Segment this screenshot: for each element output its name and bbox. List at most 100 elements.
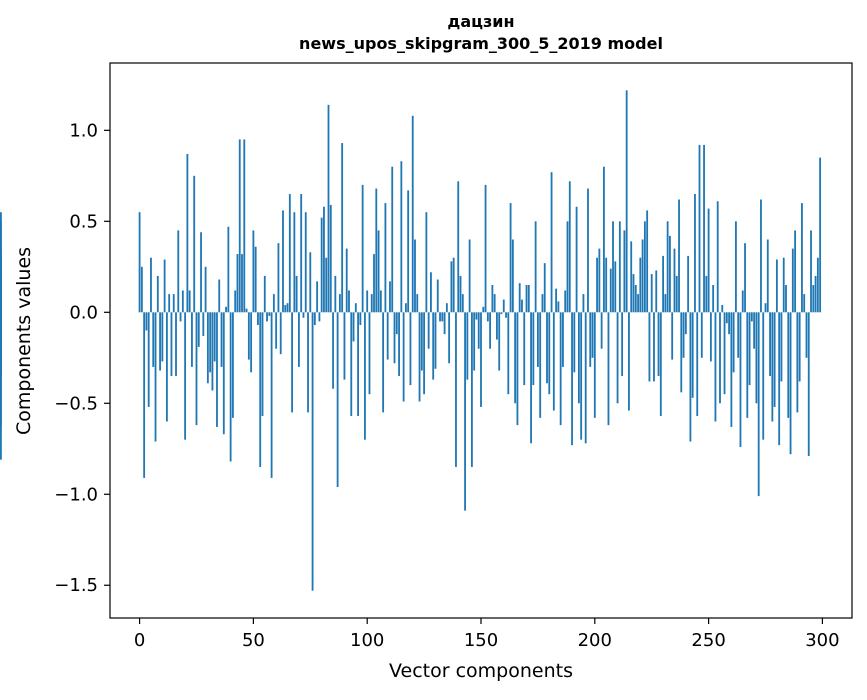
- bar-202: [598, 248, 601, 313]
- bar-164: [511, 239, 514, 313]
- bar-106: [379, 290, 382, 313]
- bar-125: [423, 312, 426, 395]
- bar-166: [516, 312, 519, 426]
- bar-119: [409, 312, 412, 386]
- bar-254: [716, 201, 719, 313]
- bar-13: [168, 294, 171, 313]
- bar-73: [304, 212, 307, 313]
- x-tick-label: 150: [464, 630, 498, 651]
- bar-55: [263, 275, 266, 313]
- bar-41: [232, 312, 234, 418]
- bar-112: [393, 312, 396, 364]
- bar-251: [709, 312, 712, 362]
- bar-156: [493, 294, 496, 313]
- chart-title-line-2: news_upos_skipgram_300_5_2019 model: [299, 34, 663, 53]
- bar-40: [229, 312, 232, 462]
- bar-172: [530, 312, 532, 444]
- bar-28: [202, 312, 205, 336]
- bar-58: [270, 312, 273, 478]
- bar-180: [548, 312, 551, 395]
- bar-233: [669, 235, 671, 313]
- bar-87: [336, 312, 339, 487]
- bar-92: [348, 290, 350, 313]
- bar-99: [364, 312, 366, 440]
- bar-46: [243, 139, 246, 313]
- bar-188: [566, 221, 569, 313]
- bar-84: [329, 204, 332, 313]
- bar-141: [459, 275, 462, 313]
- bar-17: [177, 230, 180, 313]
- bar-214: [625, 90, 628, 313]
- bar-37: [222, 312, 225, 435]
- bar-222: [643, 221, 646, 313]
- bar-212: [621, 312, 624, 376]
- bar-120: [411, 115, 414, 313]
- bar-296: [812, 285, 815, 313]
- bar-282: [780, 312, 783, 382]
- bar-25: [195, 312, 198, 426]
- x-axis-ticks: 0 50 100 150 200 250 300: [134, 618, 840, 651]
- bar-3: [145, 312, 148, 331]
- bar-224: [648, 312, 651, 382]
- bar-292: [803, 294, 806, 313]
- bar-51: [254, 246, 257, 313]
- bar-252: [712, 285, 715, 313]
- bar-39: [227, 226, 230, 313]
- bar-193: [577, 312, 580, 404]
- bar-237: [678, 199, 680, 313]
- bar-1: [140, 266, 143, 313]
- bar-232: [666, 221, 669, 313]
- bar-206: [607, 312, 610, 426]
- bar-298: [816, 257, 819, 313]
- bar-44: [238, 139, 241, 313]
- bar-165: [514, 312, 517, 404]
- bar-144: [466, 312, 469, 380]
- x-axis-label: Vector components: [389, 660, 573, 682]
- bar-278: [771, 312, 774, 422]
- bar-63: [282, 210, 284, 313]
- bar-260: [730, 312, 733, 427]
- bar-56: [266, 312, 268, 322]
- bar-277: [769, 312, 771, 376]
- bar-11: [163, 259, 166, 313]
- bar-47: [245, 308, 248, 313]
- bar-263: [737, 312, 740, 358]
- bar-216: [630, 241, 633, 313]
- bar-286: [789, 312, 792, 455]
- bar-153: [486, 312, 489, 322]
- bar-225: [650, 274, 653, 313]
- bar-140: [457, 181, 460, 313]
- bar-142: [461, 294, 464, 313]
- bar-128: [430, 272, 432, 313]
- bar-204: [603, 166, 605, 313]
- bar-161: [505, 312, 507, 318]
- bar-68: [293, 212, 296, 313]
- bar-62: [279, 312, 282, 355]
- y-axis-ticks: −1.5 −1.0 −0.5 0.0 0.5 1.0: [54, 120, 110, 596]
- y-tick-label: −0.5: [54, 393, 98, 414]
- bar-10: [161, 312, 164, 362]
- bar-14: [170, 312, 173, 376]
- bar-160: [502, 299, 505, 313]
- bar-22: [188, 290, 191, 313]
- bar-122: [416, 294, 419, 313]
- bar-229: [659, 312, 662, 417]
- y-axis-label: Components values: [13, 247, 35, 435]
- bars: [0, 90, 822, 591]
- bar-97: [359, 312, 362, 326]
- bar-35: [218, 279, 221, 313]
- bar-213: [623, 230, 626, 313]
- bar-253: [714, 312, 717, 422]
- bar-189: [568, 181, 571, 313]
- bar-115: [400, 161, 403, 313]
- y-tick-label: −1.5: [54, 575, 98, 596]
- bar-297: [814, 275, 817, 313]
- bar-149: [477, 312, 480, 349]
- bar-163: [509, 203, 512, 313]
- bar-276: [766, 239, 769, 313]
- bar-195: [582, 294, 585, 313]
- bar-undefined: [0, 268, 2, 313]
- plot-frame: [109, 62, 853, 619]
- bar-49: [250, 312, 253, 373]
